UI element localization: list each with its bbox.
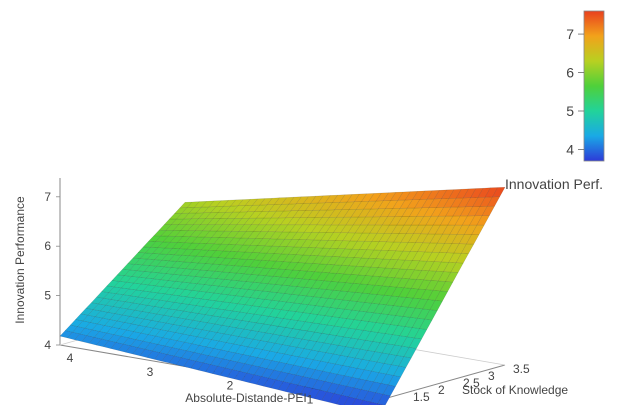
colorbar-ticks: 4 5 6 7 [566, 26, 584, 157]
y-tick-label: 2.5 [463, 376, 480, 390]
surface-cell [492, 186, 506, 198]
y-axis-ticks: 1.5 2 2.5 3 3.5 [413, 362, 530, 404]
colorbar-tick-label: 7 [566, 26, 574, 42]
colorbar-tick-label: 5 [566, 103, 574, 119]
z-tick-label: 5 [44, 289, 51, 303]
colorbar-tick-label: 4 [566, 141, 574, 157]
colorbar: 4 5 6 7 [566, 10, 605, 162]
z-tick-label: 7 [44, 190, 51, 204]
y-tick-label: 2 [438, 383, 445, 397]
y-tick-label: 3.5 [513, 362, 530, 376]
colorbar-title: Innovation Perf. [505, 176, 603, 192]
z-tick-label: 6 [44, 239, 51, 253]
surface [59, 186, 506, 405]
y-tick-label: 3 [488, 369, 495, 383]
z-axis-title: Innovation Performance [13, 196, 27, 324]
y-tick-label: 1.5 [413, 390, 430, 404]
x-axis-title: Absolute-Distande-PEI [185, 391, 306, 405]
x-tick-label: 2 [227, 379, 234, 393]
y-axis-title: Stock of Knowledge [462, 383, 568, 397]
y-axis-line [379, 364, 506, 401]
colorbar-bar [583, 10, 605, 162]
z-tick-label: 4 [44, 338, 51, 352]
x-axis-ticks: 43210 [67, 351, 314, 405]
colorbar-tick-label: 6 [566, 65, 574, 81]
z-axis-ticks: 4 5 6 7 [44, 190, 60, 352]
x-tick-label: 4 [67, 351, 74, 365]
x-tick-label: 1 [307, 392, 314, 405]
x-tick-label: 3 [147, 365, 154, 379]
